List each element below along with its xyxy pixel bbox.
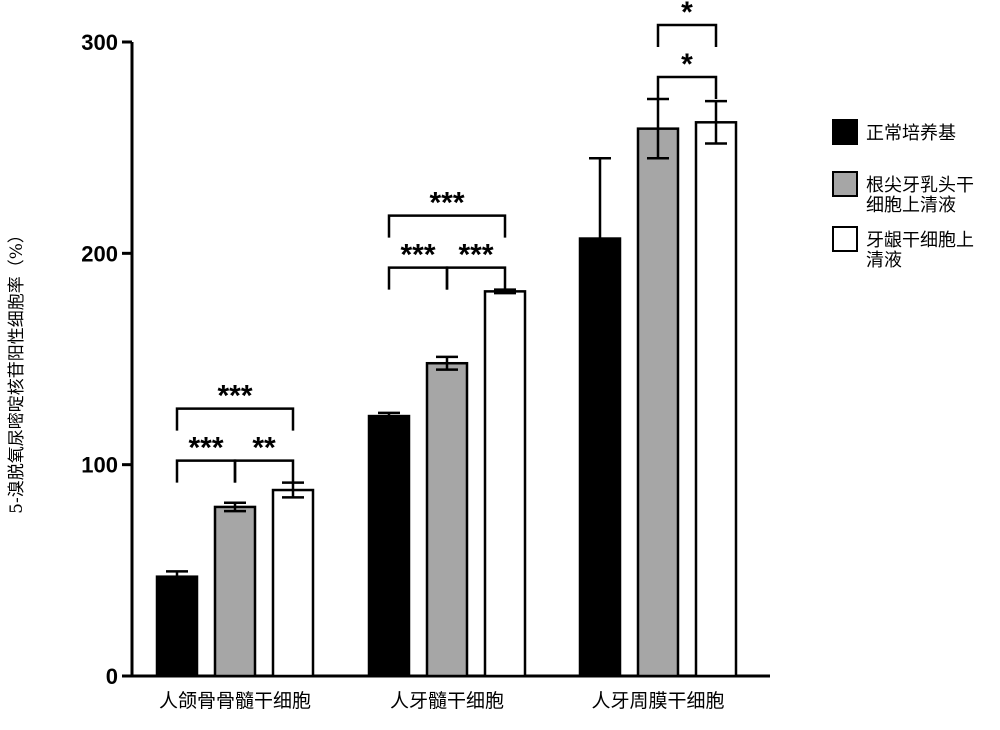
bar — [157, 577, 197, 676]
legend-label: 根尖牙乳头干 — [866, 175, 974, 196]
y-tick-label: 200 — [81, 241, 118, 266]
significance-label: *** — [429, 187, 464, 220]
bar — [273, 490, 313, 676]
legend-swatch — [833, 172, 857, 196]
x-axis: 人颌骨骨髓干细胞 人牙髓干细胞 人牙周膜干细胞 — [132, 676, 770, 712]
y-axis: 0 100 200 300 — [81, 30, 132, 689]
legend-label: 牙龈干细胞上 — [866, 230, 974, 251]
y-axis-title: 5-溴脱氧尿嘧啶核苷阳性细胞率（%） — [7, 226, 27, 514]
legend-label: 清液 — [866, 250, 902, 271]
legend-label: 正常培养基 — [866, 123, 956, 144]
significance-label: *** — [400, 239, 435, 272]
x-category-label: 人牙周膜干细胞 — [591, 690, 724, 712]
significance-label: ** — [252, 432, 276, 465]
y-tick-label: 300 — [81, 30, 118, 55]
significance-label: * — [681, 48, 693, 81]
bar — [638, 129, 678, 676]
legend-label: 细胞上清液 — [866, 195, 956, 216]
x-category-label: 人牙髓干细胞 — [390, 690, 504, 712]
legend-swatch — [833, 227, 857, 251]
significance-label: * — [681, 0, 693, 29]
x-category-label: 人颌骨骨髓干细胞 — [159, 690, 311, 712]
bar — [485, 291, 525, 676]
significance-label: *** — [458, 239, 493, 272]
bar — [696, 122, 736, 676]
bar — [215, 507, 255, 676]
legend-swatch — [833, 120, 857, 144]
y-tick-label: 0 — [106, 664, 118, 689]
legend: 正常培养基根尖牙乳头干细胞上清液牙龈干细胞上清液 — [833, 120, 974, 271]
bar — [427, 363, 467, 676]
significance-label: *** — [217, 380, 252, 413]
bar — [369, 416, 409, 676]
significance-label: *** — [188, 432, 223, 465]
y-tick-label: 100 — [81, 453, 118, 478]
